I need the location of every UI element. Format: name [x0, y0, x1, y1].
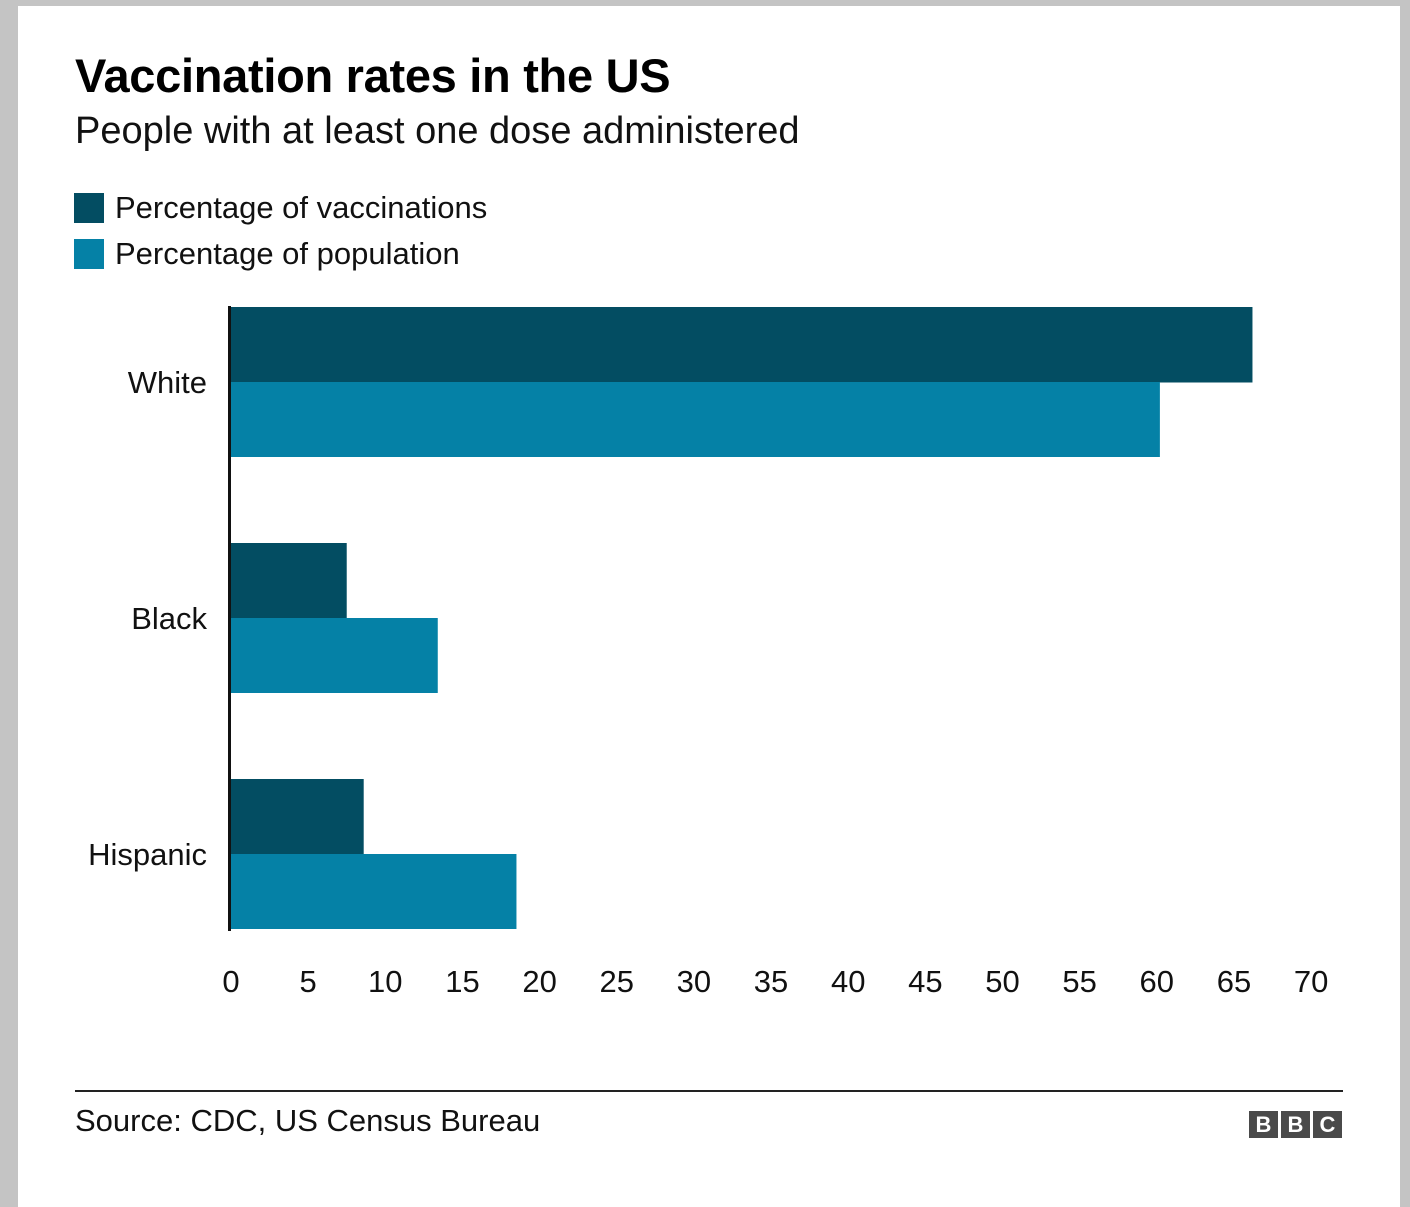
bar-hispanic-population: [231, 854, 517, 929]
footer-divider: [75, 1090, 1343, 1092]
legend-label-vaccinations: Percentage of vaccinations: [115, 190, 488, 225]
x-tick-label: 55: [1062, 964, 1096, 999]
bar-hispanic-vaccinations: [231, 779, 364, 855]
chart-subtitle: People with at least one dose administer…: [75, 110, 800, 152]
category-label-white: White: [128, 365, 207, 400]
x-tick-label: 40: [831, 964, 865, 999]
legend-swatch-population: [74, 239, 104, 269]
bar-white-vaccinations: [231, 307, 1253, 383]
x-tick-label: 25: [600, 964, 634, 999]
x-tick-label: 20: [522, 964, 556, 999]
x-tick-label: 35: [754, 964, 788, 999]
category-label-hispanic: Hispanic: [88, 837, 207, 872]
source-note: Source: CDC, US Census Bureau: [75, 1103, 541, 1138]
x-tick-label: 60: [1140, 964, 1174, 999]
bar-chart: White Black Hispanic 0 5 10 15 20 25 30 35 40 45 50 55…: [88, 306, 1328, 999]
x-tick-label: 30: [677, 964, 711, 999]
x-tick-label: 15: [445, 964, 479, 999]
logo-letter-b1: B: [1249, 1111, 1278, 1138]
x-tick-label: 0: [222, 964, 239, 999]
x-tick-label: 5: [300, 964, 317, 999]
bar-white-population: [231, 382, 1160, 457]
logo-letter-c: C: [1313, 1111, 1342, 1138]
legend-swatch-vaccinations: [74, 193, 104, 223]
legend-label-population: Percentage of population: [115, 236, 460, 271]
legend-item-population: Percentage of population: [74, 236, 460, 271]
bar-black-vaccinations: [231, 543, 347, 619]
x-tick-label: 65: [1217, 964, 1251, 999]
x-tick-label: 10: [368, 964, 402, 999]
legend-item-vaccinations: Percentage of vaccinations: [74, 190, 488, 225]
category-label-black: Black: [131, 601, 207, 636]
x-tick-label: 70: [1294, 964, 1328, 999]
x-tick-label: 50: [985, 964, 1019, 999]
bar-black-population: [231, 618, 438, 693]
x-tick-label: 45: [908, 964, 942, 999]
logo-letter-b2: B: [1281, 1111, 1310, 1138]
bbc-logo: B B C: [1249, 1111, 1342, 1138]
chart-title: Vaccination rates in the US: [75, 49, 671, 102]
